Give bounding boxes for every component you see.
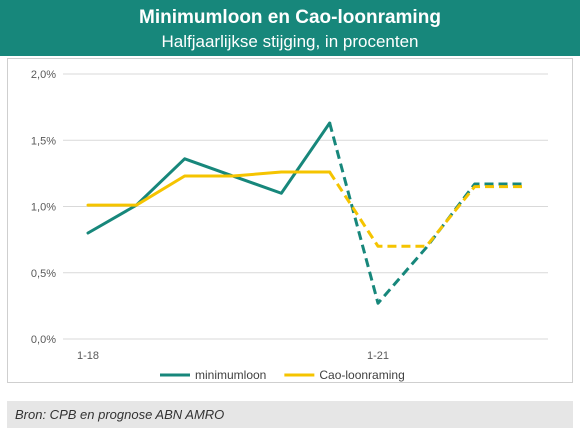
- y-tick-label: 1,0%: [31, 202, 56, 214]
- series-forecast-line-cao-loonraming: [328, 171, 523, 248]
- y-tick-label: 1,5%: [31, 135, 56, 147]
- series-forecast-line-minimumloon: [328, 122, 523, 305]
- chart-header: Minimumloon en Cao-loonraming Halfjaarli…: [0, 0, 580, 56]
- y-tick-label: 0,5%: [31, 268, 56, 280]
- line-chart: 0,0% 0,5% 1,0% 1,5% 2,0% 1-18 1-21 minimumloon C…: [31, 69, 548, 382]
- y-tick-label: 0,0%: [31, 334, 56, 346]
- chart-title: Minimumloon en Cao-loonraming: [139, 7, 441, 28]
- x-tick-label: 1-21: [367, 350, 389, 362]
- chart-panel: 0,0% 0,5% 1,0% 1,5% 2,0% 1-18 1-21 minimumloon C…: [7, 58, 573, 383]
- y-tick-label: 2,0%: [31, 69, 56, 81]
- series-line-minimumloon: [86, 121, 332, 235]
- series-line-cao-loonraming: [86, 170, 332, 207]
- x-tick-label: 1-18: [77, 350, 99, 362]
- legend-label: minimumloon: [195, 368, 266, 382]
- source-note: Bron: CPB en prognose ABN AMRO: [7, 401, 573, 428]
- legend-label: Cao-loonraming: [319, 368, 404, 382]
- chart-subtitle: Halfjaarlijkse stijging, in procenten: [161, 32, 419, 51]
